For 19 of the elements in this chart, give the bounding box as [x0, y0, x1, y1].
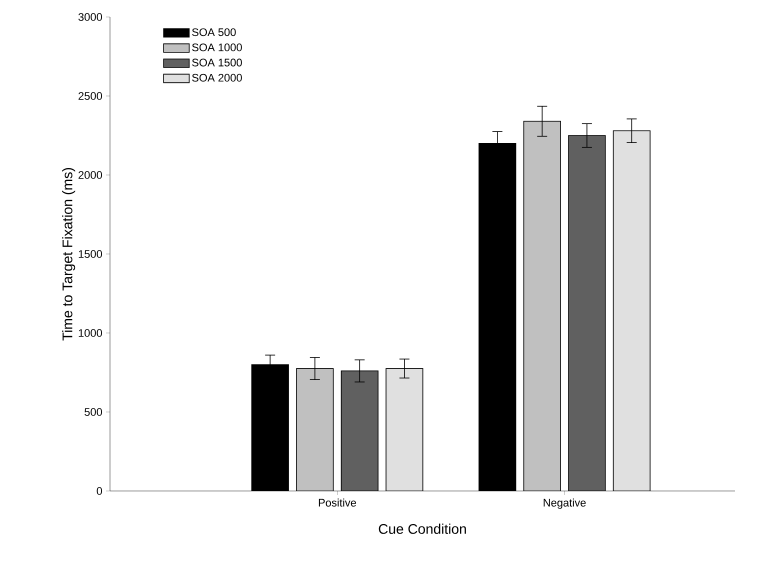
y-tick-label: 1500 [78, 250, 102, 258]
y-tick-label: 2500 [78, 92, 102, 100]
bar [296, 368, 334, 491]
y-tick-label: 3000 [78, 13, 102, 21]
legend-label: SOA 1500 [192, 58, 242, 66]
y-tick-label: 0 [96, 487, 102, 495]
x-axis-title: Cue Condition [378, 524, 466, 534]
x-tick-label: Positive [318, 498, 356, 507]
legend-label: SOA 2000 [192, 74, 242, 82]
legend-label: SOA 500 [192, 28, 236, 36]
y-tick-label: 1000 [78, 329, 102, 337]
legend-label: SOA 1000 [192, 43, 242, 52]
bar [523, 120, 561, 491]
y-axis-title: Time to Target Fixation (ms) [62, 168, 76, 341]
x-tick-label: Negative [544, 498, 586, 509]
y-tick-label: 500 [84, 408, 102, 416]
y-tick-label: 2000 [78, 171, 102, 179]
bar [386, 368, 424, 491]
bar [612, 130, 651, 491]
